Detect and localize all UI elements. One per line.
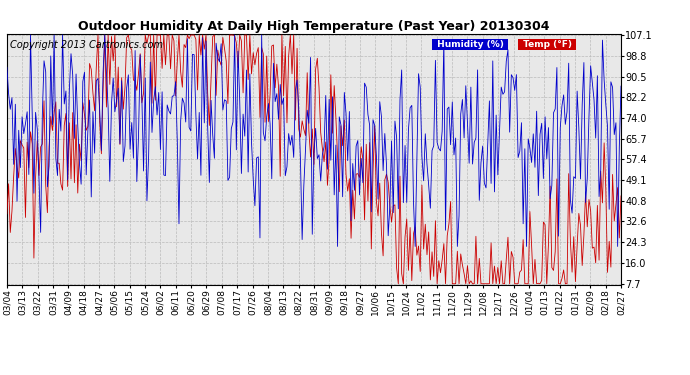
Text: Humidity (%): Humidity (%)	[434, 40, 506, 49]
Text: Temp (°F): Temp (°F)	[520, 40, 575, 49]
Title: Outdoor Humidity At Daily High Temperature (Past Year) 20130304: Outdoor Humidity At Daily High Temperatu…	[78, 20, 550, 33]
Text: Copyright 2013 Cartronics.com: Copyright 2013 Cartronics.com	[10, 40, 163, 50]
